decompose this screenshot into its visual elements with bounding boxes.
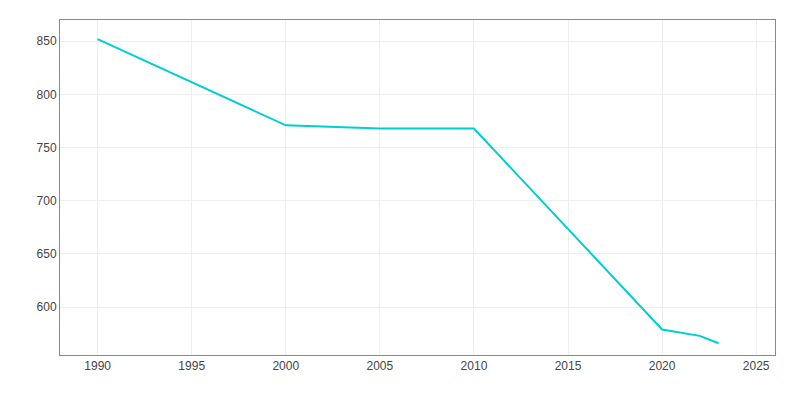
- svg-text:600: 600: [37, 300, 57, 314]
- svg-text:800: 800: [37, 88, 57, 102]
- svg-text:850: 850: [37, 34, 57, 48]
- svg-text:750: 750: [37, 141, 57, 155]
- svg-text:2015: 2015: [555, 359, 582, 373]
- svg-text:700: 700: [37, 194, 57, 208]
- svg-text:1995: 1995: [178, 359, 205, 373]
- svg-text:2005: 2005: [367, 359, 394, 373]
- svg-text:2000: 2000: [272, 359, 299, 373]
- svg-text:650: 650: [37, 247, 57, 261]
- svg-text:1990: 1990: [84, 359, 111, 373]
- svg-text:2010: 2010: [461, 359, 488, 373]
- svg-text:2025: 2025: [743, 359, 770, 373]
- svg-text:2020: 2020: [649, 359, 676, 373]
